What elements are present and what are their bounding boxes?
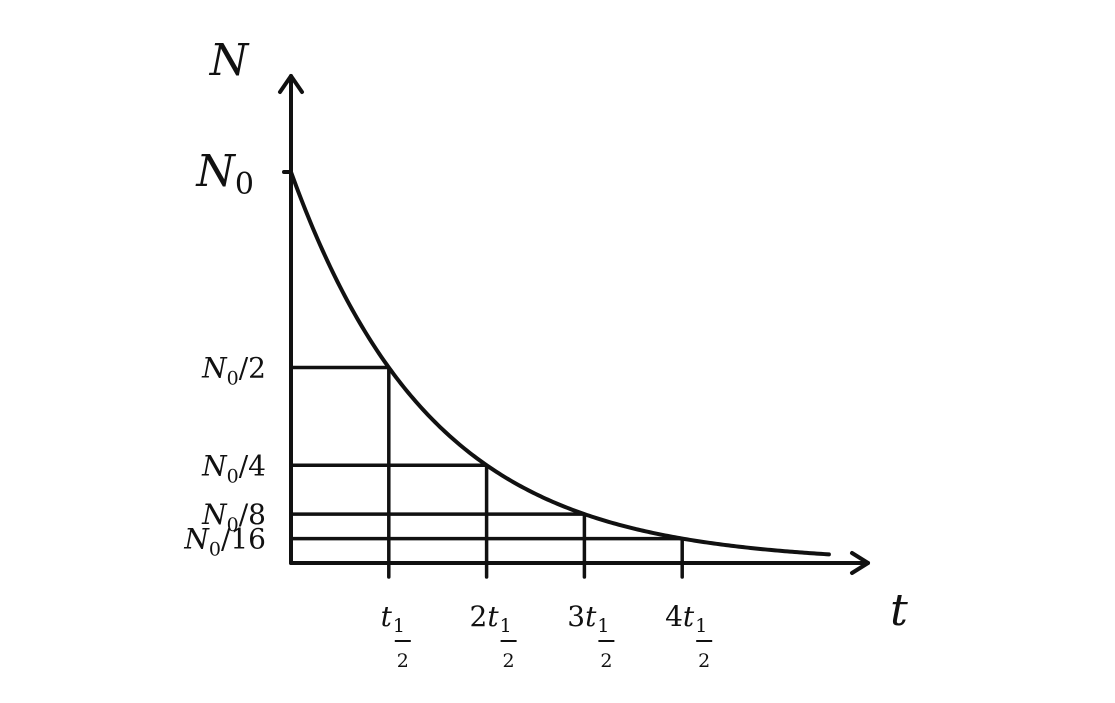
y-axis-label: N bbox=[209, 35, 250, 86]
svg-text:2: 2 bbox=[397, 650, 409, 672]
x-tick-labels: t1 2 2t1 2 3t1 2 4t1 2 bbox=[381, 600, 713, 672]
x-tick-label: 3t1 2 bbox=[567, 600, 615, 672]
svg-text:t1: t1 bbox=[381, 600, 405, 637]
x-axis-arrowhead bbox=[850, 551, 870, 575]
y-tick-label: N0/16 bbox=[183, 523, 266, 561]
y-tick-labels: N0/2 N0/4 N0/8N0/16 bbox=[183, 352, 266, 561]
guide-lines bbox=[289, 365, 684, 579]
x-tick-label: t1 2 bbox=[381, 600, 411, 672]
y-tick-label: N0/2 bbox=[201, 352, 266, 390]
svg-text:2t1: 2t1 bbox=[470, 600, 512, 637]
y-tick-label: N0/8 bbox=[201, 498, 266, 536]
y-tick-label: N0/4 bbox=[201, 449, 266, 487]
svg-text:2: 2 bbox=[698, 650, 710, 672]
x-axis-label: t bbox=[890, 585, 908, 636]
svg-text:2: 2 bbox=[503, 650, 515, 672]
svg-text:2: 2 bbox=[600, 650, 612, 672]
y-max-label: N0 bbox=[195, 146, 254, 202]
x-tick-label: 2t1 2 bbox=[470, 600, 517, 672]
svg-text:4t1: 4t1 bbox=[665, 600, 707, 637]
x-tick-label: 4t1 2 bbox=[665, 600, 713, 672]
svg-text:3t1: 3t1 bbox=[567, 600, 609, 637]
decay-curve bbox=[289, 170, 831, 557]
y-axis-arrowhead bbox=[278, 74, 304, 94]
